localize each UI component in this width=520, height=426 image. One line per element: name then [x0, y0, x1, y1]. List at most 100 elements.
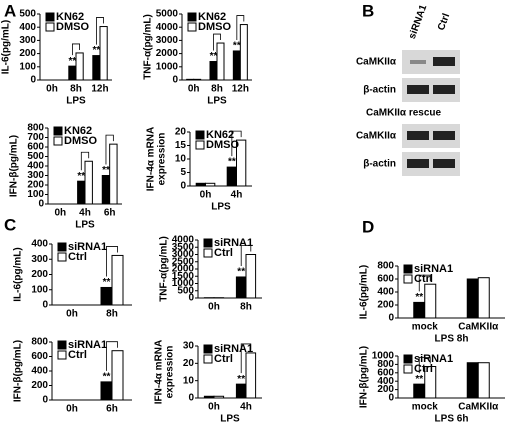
annotation: **	[228, 157, 236, 168]
y-tick-label: 2500	[172, 256, 195, 267]
x-tick-label: mock	[412, 322, 439, 333]
bar	[466, 278, 479, 319]
y-tick-label: 3000	[156, 35, 179, 46]
annotation: **	[69, 56, 77, 67]
blot: siRNA1 Ctrl CaMKIIα β-actin CaMKIIα resc…	[356, 3, 460, 176]
legend-swatch	[203, 238, 213, 248]
panel-label: D	[362, 217, 374, 236]
blot-band	[407, 159, 429, 168]
bar	[111, 350, 124, 401]
y-tick-label: 1000	[172, 278, 195, 289]
bracket	[72, 43, 80, 56]
y-tick-label: 200	[31, 269, 48, 280]
blot-band	[433, 159, 455, 168]
y-axis-label: IFN-4α mRNA	[146, 127, 157, 191]
bracket	[236, 15, 245, 40]
annotation: **	[103, 372, 111, 383]
x-tick-label: mock	[412, 402, 439, 413]
bar	[111, 254, 124, 306]
x-tick-label: 0h	[208, 402, 220, 413]
x-tick-label: 0h	[188, 84, 200, 95]
y-axis-label: IL-6(pg/mL)	[13, 247, 24, 301]
bar	[239, 24, 248, 81]
legend-swatch	[203, 354, 213, 364]
y-axis-label: IFN-4α mRNA	[154, 340, 165, 404]
y-tick-label: 400	[377, 376, 394, 387]
y-tick-label: 600	[31, 351, 48, 362]
x-tick-label: CaMKIIα	[458, 402, 499, 413]
legend-swatch	[403, 264, 413, 274]
y-tick-label: 1000	[372, 351, 395, 362]
bar	[245, 254, 257, 299]
y-tick-label: 0	[388, 313, 394, 324]
legend-label: Ctrl	[68, 349, 87, 361]
y-tick-label: 200	[377, 384, 394, 395]
y-tick-label: 300	[19, 35, 36, 46]
bar	[100, 381, 113, 401]
x-tick-label: 0h	[66, 404, 78, 415]
y-tick-label: 100	[31, 284, 48, 295]
legend-label: Ctrl	[414, 273, 433, 285]
bar	[75, 52, 84, 81]
legend-label: DMSO	[206, 139, 239, 151]
legend-label: KN62	[56, 11, 84, 23]
y-axis-label: expression	[157, 133, 168, 186]
x-tick-label: 6h	[106, 404, 118, 415]
x-axis-label: LPS	[220, 414, 240, 425]
bar	[84, 160, 93, 205]
legend-swatch	[45, 12, 55, 22]
x-tick-label: 8h	[211, 84, 223, 95]
blot-band	[410, 60, 426, 64]
annotation: **	[415, 292, 423, 303]
x-axis-label: LPS	[75, 220, 95, 231]
y-tick-label: 500	[177, 285, 194, 296]
y-tick-label: 800	[377, 359, 394, 370]
bar	[101, 175, 111, 205]
bracket	[106, 341, 118, 371]
legend-label: Ctrl	[214, 353, 233, 365]
blot-band	[433, 85, 455, 94]
blot-column: siRNA1	[407, 3, 430, 41]
legend-label: DMSO	[56, 21, 89, 33]
legend-label: DMSO	[198, 21, 231, 33]
y-tick-label: 10	[175, 154, 187, 165]
x-tick-label: 0h	[46, 84, 58, 95]
bar	[477, 362, 490, 399]
x-tick-label: 0h	[200, 190, 212, 201]
legend-swatch	[187, 12, 197, 22]
legend-swatch	[53, 136, 63, 146]
y-tick-label: 2000	[172, 264, 195, 275]
y-tick-label: 400	[377, 287, 394, 298]
blot-row: CaMKIIα	[356, 57, 397, 68]
x-tick-label: 0h	[54, 208, 66, 219]
blot-band	[407, 131, 429, 140]
bracket	[231, 130, 242, 157]
y-tick-label: 600	[377, 274, 394, 285]
legend-label: Ctrl	[214, 247, 233, 259]
y-tick-label: 200	[27, 180, 44, 191]
bar	[226, 166, 237, 187]
blot-title: CaMKIIα rescue	[366, 108, 442, 119]
legend-swatch	[53, 126, 63, 136]
y-tick-label: 0	[180, 181, 186, 192]
legend-label: DMSO	[64, 135, 97, 147]
y-tick-label: 4000	[172, 235, 195, 246]
x-tick-label: 4h	[231, 190, 243, 201]
bar	[466, 362, 479, 399]
blot-band	[433, 131, 455, 140]
legend-swatch	[203, 344, 213, 354]
y-tick-label: 300	[31, 254, 48, 265]
x-tick-label: 8h	[106, 309, 118, 320]
legend-swatch	[195, 130, 205, 140]
y-tick-label: 600	[27, 142, 44, 153]
bar	[232, 50, 241, 81]
legend-label: siRNA1	[68, 241, 107, 253]
x-tick-label: 12h	[91, 84, 108, 95]
bar	[245, 352, 257, 399]
blot-row: β-actin	[363, 85, 396, 96]
bracket	[213, 33, 221, 51]
y-tick-label: 2000	[156, 48, 179, 59]
bar	[100, 286, 113, 306]
bar	[109, 143, 118, 205]
annotation: **	[77, 171, 85, 182]
